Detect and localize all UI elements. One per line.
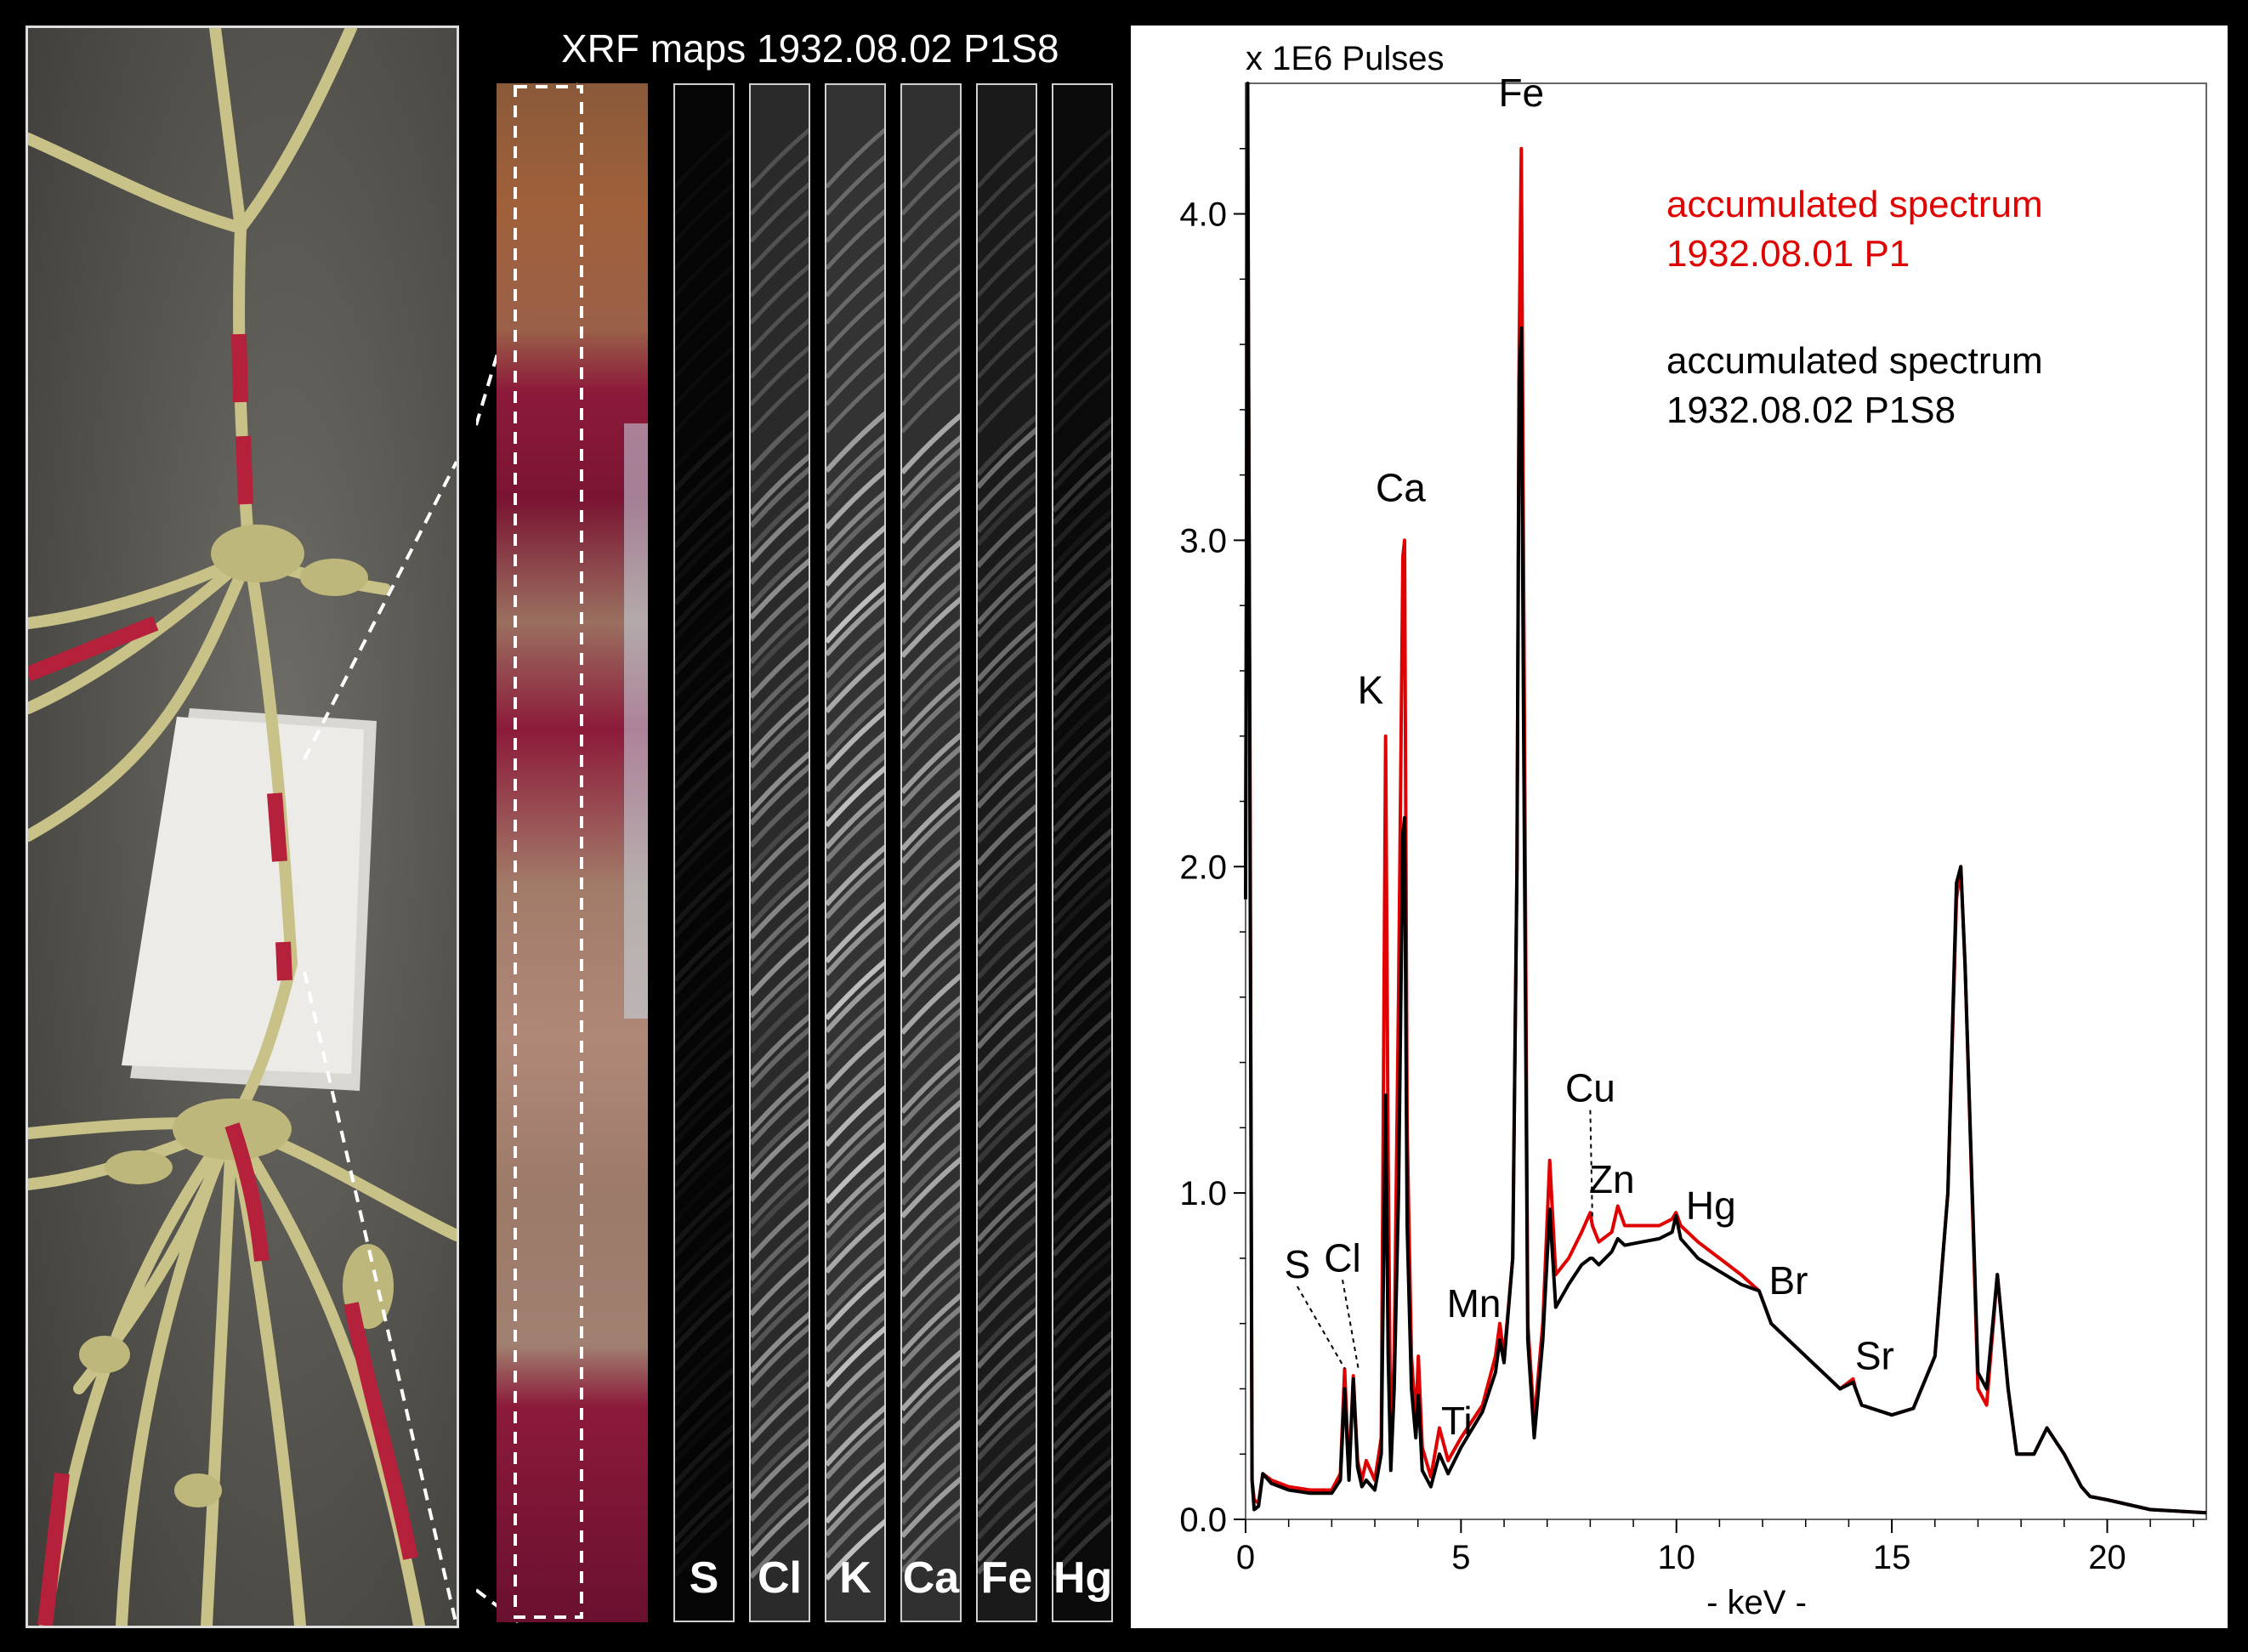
fiber-micrograph bbox=[497, 83, 648, 1622]
peak-leader-line bbox=[1589, 1110, 1593, 1219]
y-tick-label: 4.0 bbox=[1179, 196, 1227, 234]
y-tick-label: 2.0 bbox=[1179, 849, 1227, 886]
y-tick-label: 3.0 bbox=[1179, 522, 1227, 559]
peak-label-hg: Hg bbox=[1686, 1184, 1736, 1228]
x-tick-label: 10 bbox=[1657, 1539, 1695, 1576]
peak-label-sr: Sr bbox=[1855, 1333, 1894, 1377]
y-axis-unit-label: x 1E6 Pulses bbox=[1246, 40, 1444, 77]
xrf-maps-title: XRF maps 1932.08.02 P1S8 bbox=[561, 26, 1059, 71]
red-thread-sections bbox=[25, 333, 418, 1626]
paper-card bbox=[122, 708, 377, 1091]
xrf-spectrum-panel: x 1E6 Pulses - keV - 0 5 10 15 20 0.0 1.0 2.0 3.… bbox=[1131, 26, 2228, 1628]
x-axis-label: - keV - bbox=[1706, 1584, 1807, 1621]
x-tick-label: 15 bbox=[1873, 1539, 1911, 1576]
element-map-hg: Hg bbox=[1052, 83, 1113, 1622]
x-tick-label: 5 bbox=[1451, 1539, 1470, 1576]
peak-leader-line bbox=[1342, 1280, 1360, 1370]
element-map-label: S bbox=[689, 1553, 719, 1603]
xrf-maps-panel: XRF maps 1932.08.02 P1S8 bbox=[476, 26, 1118, 1628]
element-map-s: S bbox=[673, 83, 735, 1622]
quipu-photo-image bbox=[22, 22, 463, 1632]
peak-label-ca: Ca bbox=[1376, 465, 1426, 509]
peak-leader-line bbox=[1296, 1286, 1346, 1370]
element-map-label: Fe bbox=[980, 1553, 1033, 1603]
element-map-ca: Ca bbox=[900, 83, 962, 1622]
peak-label-fe: Fe bbox=[1498, 71, 1544, 115]
y-tick-label: 0.0 bbox=[1179, 1502, 1227, 1539]
legend-entry-text: 1932.08.01 P1 bbox=[1666, 233, 1910, 275]
element-map-label: Cl bbox=[758, 1553, 802, 1603]
element-map-label: Ca bbox=[902, 1553, 960, 1603]
legend-entry-text: 1932.08.02 P1S8 bbox=[1666, 389, 1956, 431]
y-tick-label: 1.0 bbox=[1179, 1175, 1227, 1212]
peak-label-zn: Zn bbox=[1589, 1157, 1635, 1201]
peak-label-k: K bbox=[1358, 667, 1384, 712]
peak-label-br: Br bbox=[1768, 1258, 1808, 1303]
peak-label-cu: Cu bbox=[1565, 1066, 1615, 1110]
quipu-photograph bbox=[22, 22, 463, 1632]
element-map-cl: Cl bbox=[749, 83, 810, 1622]
spectrum-line-black bbox=[1244, 82, 2207, 1515]
element-map-fe: Fe bbox=[976, 83, 1037, 1622]
peak-label-mn: Mn bbox=[1447, 1281, 1502, 1326]
element-map-k: K bbox=[825, 83, 886, 1622]
xrf-spectrum-chart: x 1E6 Pulses - keV - 0 5 10 15 20 0.0 1.0 2.0 3.… bbox=[1179, 40, 2207, 1621]
legend-entry-text: accumulated spectrum bbox=[1666, 184, 2043, 225]
zoom-indicator-lines bbox=[303, 461, 458, 1626]
peak-label-cl: Cl bbox=[1324, 1235, 1360, 1280]
x-tick-label: 0 bbox=[1236, 1539, 1255, 1576]
peak-label-ti: Ti bbox=[1441, 1399, 1473, 1443]
legend-entry-text: accumulated spectrum bbox=[1666, 340, 2043, 382]
element-map-label: K bbox=[839, 1553, 871, 1603]
x-tick-label: 20 bbox=[2088, 1539, 2126, 1576]
peak-label-s: S bbox=[1284, 1242, 1310, 1286]
element-map-label: Hg bbox=[1053, 1553, 1113, 1603]
